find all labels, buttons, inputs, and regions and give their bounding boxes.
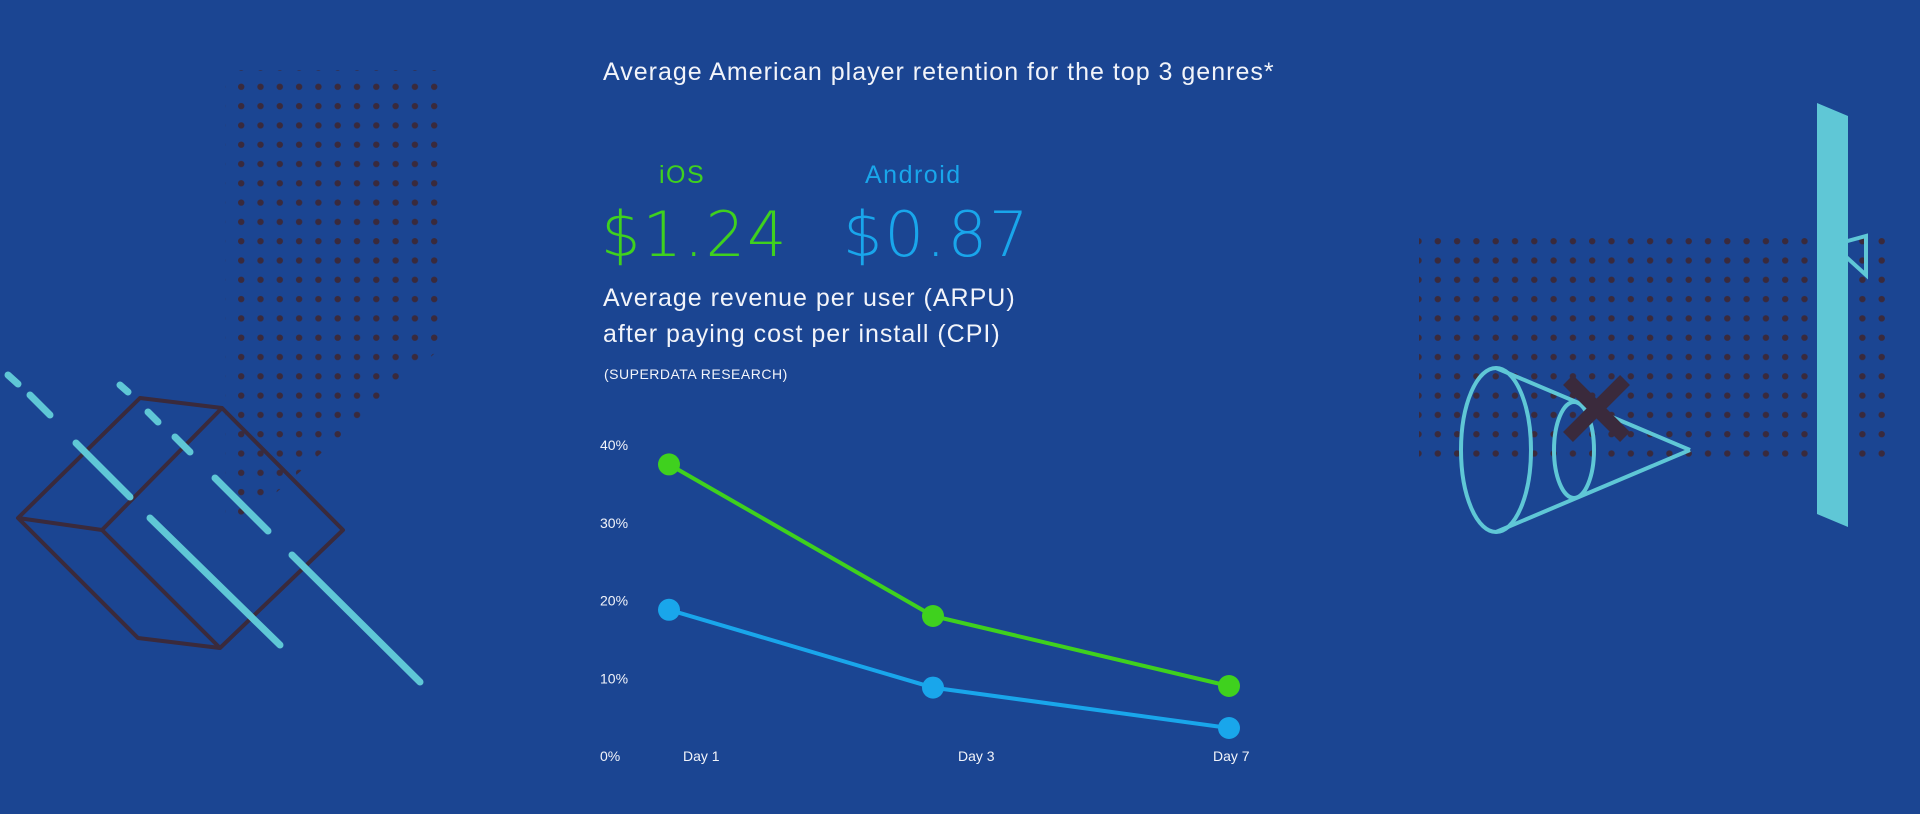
data-point	[1218, 675, 1240, 697]
series-line-1	[668, 462, 1230, 688]
vertical-bar-illustration	[1817, 103, 1848, 527]
source-note: (SUPERDATA RESEARCH)	[604, 366, 788, 382]
data-point	[1218, 717, 1240, 739]
y-tick-label: 40%	[600, 437, 628, 453]
y-tick-label: 0%	[600, 748, 620, 764]
x-tick-label: Day 7	[1213, 748, 1250, 764]
close-x-icon	[1563, 375, 1630, 442]
arpu-description-line-2: after paying cost per install (CPI)	[603, 320, 1001, 348]
y-tick-label: 30%	[600, 515, 628, 531]
speed-lines-illustration	[4, 371, 424, 686]
x-tick-label: Day 1	[683, 748, 720, 764]
data-point	[658, 453, 680, 476]
ios-label: iOS	[659, 161, 706, 189]
y-tick-label: 10%	[600, 670, 628, 686]
cube-outline-illustration	[16, 396, 345, 650]
dot-pattern-right	[1419, 232, 1891, 464]
y-tick-label: 20%	[600, 593, 628, 609]
chart-title: Average American player retention for th…	[603, 58, 1275, 86]
android-label: Android	[865, 161, 962, 189]
android-arpu-value: $0.87	[843, 198, 1031, 271]
series-line-2	[668, 607, 1230, 730]
data-point	[658, 598, 680, 621]
data-point	[922, 605, 944, 627]
ios-arpu-value: $1.24	[601, 198, 789, 271]
dot-pattern-left	[225, 70, 450, 520]
x-tick-label: Day 3	[958, 748, 995, 764]
arpu-description-line-1: Average revenue per user (ARPU)	[603, 284, 1016, 312]
data-point	[922, 676, 944, 699]
